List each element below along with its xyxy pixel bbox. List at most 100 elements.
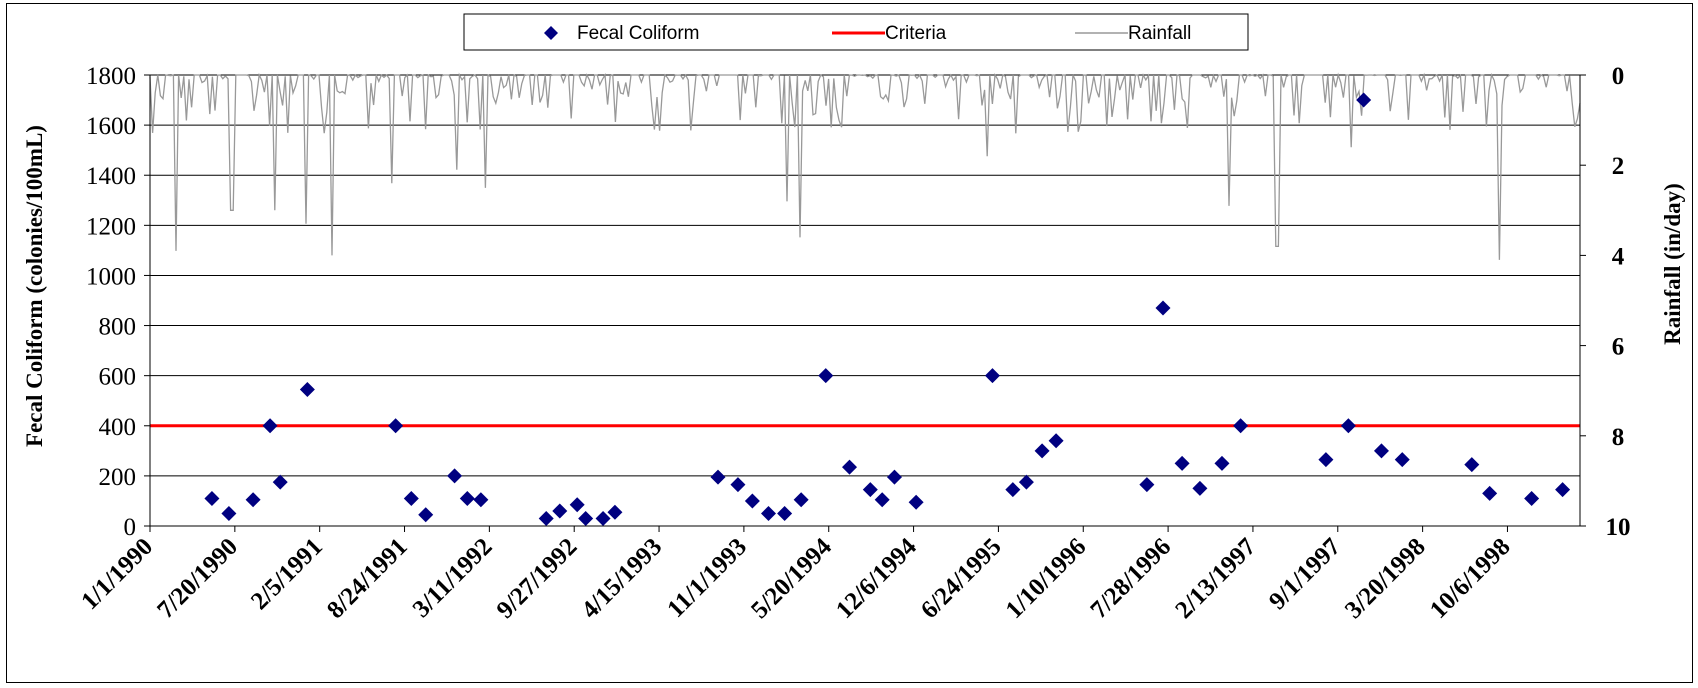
y-tick-label: 200	[99, 464, 137, 491]
fecal-coliform-point	[818, 368, 834, 384]
fecal-coliform-point	[710, 469, 726, 485]
fecal-coliform-point	[1464, 457, 1480, 473]
fecal-coliform-point	[1005, 482, 1021, 498]
gridlines	[150, 74, 1580, 527]
x-tick-label: 10/6/1998	[1425, 533, 1516, 624]
fecal-coliform-point	[777, 505, 793, 521]
legend: Fecal Coliform Criteria Rainfall	[463, 13, 1249, 51]
right-axis-label: Rainfall (in/day)	[1660, 183, 1685, 345]
fecal-coliform-point	[842, 459, 858, 475]
y-tick-label: 400	[99, 414, 137, 441]
fecal-coliform-point	[538, 510, 554, 526]
fecal-coliform-point	[388, 418, 404, 434]
left-axis-ticks: 0 200 400 600 800 1000 1200 1400 1600 1800	[86, 63, 136, 541]
fecal-coliform-point	[760, 505, 776, 521]
fecal-coliform-point	[1373, 443, 1389, 459]
fecal-coliform-point	[272, 474, 288, 490]
fecal-coliform-point	[1356, 92, 1372, 108]
fecal-coliform-point	[793, 492, 809, 508]
x-tick-label: 2/13/1997	[1170, 533, 1261, 624]
fecal-coliform-point	[1340, 418, 1356, 434]
fecal-coliform-point	[1555, 482, 1571, 498]
x-tick-label: 5/20/1994	[746, 533, 837, 624]
chart-frame	[6, 3, 1693, 683]
fecal-coliform-point	[1192, 480, 1208, 496]
y-tick-label: 1200	[86, 213, 136, 240]
y-tick-label: 1400	[86, 163, 136, 190]
y2-tick-label: 10	[1606, 514, 1631, 541]
y-tick-label: 1800	[86, 63, 136, 90]
fecal-coliform-point	[1018, 474, 1034, 490]
fecal-coliform-point	[886, 469, 902, 485]
fecal-coliform-point	[1139, 477, 1155, 493]
x-tick-label: 12/6/1994	[831, 533, 922, 624]
x-tick-label: 3/11/1992	[408, 533, 498, 623]
fecal-coliform-point	[607, 504, 623, 520]
y2-tick-label: 4	[1612, 243, 1625, 270]
y-tick-label: 1000	[86, 263, 136, 290]
y2-tick-label: 6	[1612, 334, 1625, 361]
y-tick-label: 1600	[86, 113, 136, 140]
x-tick-label: 11/1/1993	[662, 533, 752, 623]
right-axis-ticks: 0 2 4 6 8 10	[1606, 63, 1631, 541]
fecal-coliform-point	[403, 490, 419, 506]
fecal-coliform-series	[204, 92, 1571, 526]
fecal-coliform-point	[862, 482, 878, 498]
x-tick-label: 6/24/1995	[916, 533, 1007, 624]
rainfall-series	[149, 72, 1581, 260]
fecal-coliform-point	[730, 477, 746, 493]
y2-tick-label: 8	[1612, 424, 1625, 451]
x-tick-label: 2/5/1991	[246, 533, 328, 615]
rainfall-line	[149, 72, 1581, 260]
fecal-coliform-point	[1482, 485, 1498, 501]
fecal-coliform-point	[473, 492, 489, 508]
fecal-coliform-point	[447, 468, 463, 484]
fecal-coliform-point	[874, 492, 890, 508]
y-tick-label: 600	[99, 364, 137, 391]
x-tick-label: 9/1/1997	[1264, 533, 1346, 615]
fecal-coliform-point	[984, 368, 1000, 384]
x-tick-label: 8/24/1991	[322, 533, 413, 624]
y-tick-label: 0	[124, 514, 137, 541]
x-tick-label: 7/28/1996	[1086, 533, 1177, 624]
fecal-coliform-point	[1048, 433, 1064, 449]
fecal-coliform-point	[1155, 300, 1171, 316]
legend-label-criteria: Criteria	[885, 23, 947, 44]
fecal-coliform-point	[595, 510, 611, 526]
left-axis-label: Fecal Coliform (colonies/100mL)	[22, 125, 47, 447]
fecal-coliform-point	[299, 381, 315, 397]
fecal-coliform-point	[459, 490, 475, 506]
fecal-coliform-point	[1233, 418, 1249, 434]
legend-label-rainfall: Rainfall	[1128, 23, 1191, 44]
x-tick-label: 1/10/1996	[1001, 533, 1092, 624]
fecal-coliform-point	[1524, 490, 1540, 506]
fecal-coliform-point	[569, 497, 585, 513]
fecal-coliform-point	[204, 490, 220, 506]
fecal-coliform-point	[221, 505, 237, 521]
x-tick-label: 9/27/1992	[492, 533, 583, 624]
fecal-coliform-point	[1214, 455, 1230, 471]
x-tick-label: 1/1/1990	[76, 533, 158, 615]
fecal-coliform-point	[908, 494, 924, 510]
y-tick-label: 800	[99, 314, 137, 341]
fecal-coliform-point	[1394, 452, 1410, 468]
y2-tick-label: 2	[1612, 153, 1625, 180]
axes	[144, 74, 1586, 532]
fecal-coliform-point	[552, 503, 568, 519]
fecal-coliform-point	[1318, 452, 1334, 468]
fecal-coliform-point	[1034, 443, 1050, 459]
legend-label-fecal-coliform: Fecal Coliform	[577, 23, 699, 44]
fecal-coliform-point	[744, 493, 760, 509]
x-tick-label: 7/20/1990	[152, 533, 243, 624]
x-tick-label: 4/15/1993	[576, 533, 667, 624]
fecal-coliform-point	[262, 418, 278, 434]
fecal-coliform-point	[418, 507, 434, 523]
x-tick-label: 3/20/1998	[1340, 533, 1431, 624]
fecal-coliform-point	[245, 492, 261, 508]
y2-tick-label: 0	[1612, 63, 1625, 90]
legend-marker-fecal-coliform	[544, 26, 558, 40]
fecal-coliform-point	[1174, 455, 1190, 471]
fecal-coliform-point	[578, 510, 594, 526]
